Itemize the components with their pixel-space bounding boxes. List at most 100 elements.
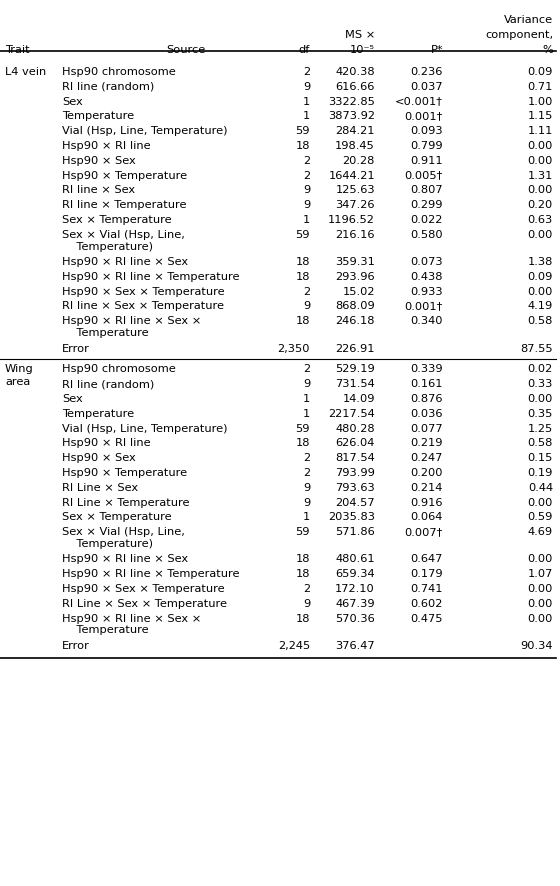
Text: 18: 18 [296, 141, 310, 151]
Text: 0.58: 0.58 [528, 316, 553, 326]
Text: 1196.52: 1196.52 [328, 214, 375, 225]
Text: Hsp90 × Sex × Temperature: Hsp90 × Sex × Temperature [62, 584, 225, 594]
Text: 0.02: 0.02 [528, 364, 553, 374]
Text: 1.07: 1.07 [528, 569, 553, 579]
Text: 570.36: 570.36 [335, 613, 375, 623]
Text: 0.339: 0.339 [410, 364, 443, 374]
Text: Vial (Hsp, Line, Temperature): Vial (Hsp, Line, Temperature) [62, 424, 227, 433]
Text: 616.66: 616.66 [335, 82, 375, 91]
Text: 18: 18 [296, 613, 310, 623]
Text: 0.09: 0.09 [528, 67, 553, 77]
Text: 793.99: 793.99 [335, 468, 375, 478]
Text: 1.25: 1.25 [528, 424, 553, 433]
Text: 626.04: 626.04 [335, 438, 375, 448]
Text: Sex × Temperature: Sex × Temperature [62, 214, 171, 225]
Text: Temperature: Temperature [62, 112, 134, 121]
Text: 198.45: 198.45 [335, 141, 375, 151]
Text: 2: 2 [303, 156, 310, 166]
Text: Temperature: Temperature [62, 328, 148, 338]
Text: 0.00: 0.00 [528, 554, 553, 563]
Text: 1: 1 [303, 512, 310, 522]
Text: 0.077: 0.077 [410, 424, 443, 433]
Text: 0.007†: 0.007† [405, 526, 443, 537]
Text: 20.28: 20.28 [343, 156, 375, 166]
Text: Hsp90 × RI line × Temperature: Hsp90 × RI line × Temperature [62, 569, 240, 579]
Text: 10⁻⁵: 10⁻⁵ [350, 44, 375, 55]
Text: 2: 2 [303, 453, 310, 462]
Text: MS ×: MS × [345, 30, 375, 40]
Text: 18: 18 [296, 554, 310, 563]
Text: 2,350: 2,350 [278, 343, 310, 354]
Text: 18: 18 [296, 316, 310, 326]
Text: 0.00: 0.00 [528, 229, 553, 239]
Text: Temperature: Temperature [62, 625, 148, 634]
Text: 87.55: 87.55 [520, 343, 553, 354]
Text: Hsp90 × Sex × Temperature: Hsp90 × Sex × Temperature [62, 286, 225, 296]
Text: 0.00: 0.00 [528, 141, 553, 151]
Text: 1: 1 [303, 112, 310, 121]
Text: RI line (random): RI line (random) [62, 82, 154, 91]
Text: 0.35: 0.35 [528, 408, 553, 418]
Text: L4 vein: L4 vein [5, 67, 46, 77]
Text: 4.19: 4.19 [528, 301, 553, 311]
Text: 2: 2 [303, 584, 310, 594]
Text: Hsp90 × RI line: Hsp90 × RI line [62, 141, 151, 151]
Text: Hsp90 × Temperature: Hsp90 × Temperature [62, 170, 187, 181]
Text: 1: 1 [303, 408, 310, 418]
Text: Hsp90 × RI line × Sex: Hsp90 × RI line × Sex [62, 554, 188, 563]
Text: 59: 59 [296, 229, 310, 239]
Text: 0.44: 0.44 [528, 482, 553, 493]
Text: 0.093: 0.093 [410, 126, 443, 136]
Text: Sex × Temperature: Sex × Temperature [62, 512, 171, 522]
Text: 9: 9 [303, 185, 310, 195]
Text: 1.31: 1.31 [528, 170, 553, 181]
Text: 0.438: 0.438 [410, 272, 443, 282]
Text: 0.022: 0.022 [410, 214, 443, 225]
Text: 467.39: 467.39 [335, 598, 375, 608]
Text: 0.037: 0.037 [410, 82, 443, 91]
Text: <0.001†: <0.001† [395, 97, 443, 106]
Text: 0.580: 0.580 [410, 229, 443, 239]
Text: 18: 18 [296, 569, 310, 579]
Text: 480.61: 480.61 [335, 554, 375, 563]
Text: 0.161: 0.161 [410, 379, 443, 389]
Text: 204.57: 204.57 [335, 497, 375, 507]
Text: 2: 2 [303, 67, 310, 77]
Text: 0.00: 0.00 [528, 497, 553, 507]
Text: RI Line × Temperature: RI Line × Temperature [62, 497, 189, 507]
Text: Hsp90 × RI line × Sex: Hsp90 × RI line × Sex [62, 257, 188, 267]
Text: 3873.92: 3873.92 [328, 112, 375, 121]
Text: 817.54: 817.54 [335, 453, 375, 462]
Text: 0.15: 0.15 [528, 453, 553, 462]
Text: 0.475: 0.475 [410, 613, 443, 623]
Text: 0.933: 0.933 [410, 286, 443, 296]
Text: Vial (Hsp, Line, Temperature): Vial (Hsp, Line, Temperature) [62, 126, 227, 136]
Text: Temperature): Temperature) [62, 241, 153, 252]
Text: 284.21: 284.21 [335, 126, 375, 136]
Text: 0.214: 0.214 [410, 482, 443, 493]
Text: component,: component, [485, 30, 553, 40]
Text: %: % [542, 44, 553, 55]
Text: 2: 2 [303, 170, 310, 181]
Text: 2: 2 [303, 364, 310, 374]
Text: 2: 2 [303, 286, 310, 296]
Text: 1.11: 1.11 [528, 126, 553, 136]
Text: 0.247: 0.247 [410, 453, 443, 462]
Text: 90.34: 90.34 [520, 641, 553, 650]
Text: 0.59: 0.59 [528, 512, 553, 522]
Text: 0.036: 0.036 [410, 408, 443, 418]
Text: 1: 1 [303, 214, 310, 225]
Text: 0.340: 0.340 [410, 316, 443, 326]
Text: 18: 18 [296, 272, 310, 282]
Text: Hsp90 × RI line × Sex ×: Hsp90 × RI line × Sex × [62, 316, 201, 326]
Text: Hsp90 × RI line: Hsp90 × RI line [62, 438, 151, 448]
Text: 0.219: 0.219 [410, 438, 443, 448]
Text: RI line × Sex: RI line × Sex [62, 185, 135, 195]
Text: 9: 9 [303, 482, 310, 493]
Text: Temperature): Temperature) [62, 539, 153, 548]
Text: 0.00: 0.00 [528, 393, 553, 403]
Text: 0.741: 0.741 [410, 584, 443, 594]
Text: RI line (random): RI line (random) [62, 379, 154, 389]
Text: Hsp90 × Sex: Hsp90 × Sex [62, 156, 136, 166]
Text: P*: P* [431, 44, 443, 55]
